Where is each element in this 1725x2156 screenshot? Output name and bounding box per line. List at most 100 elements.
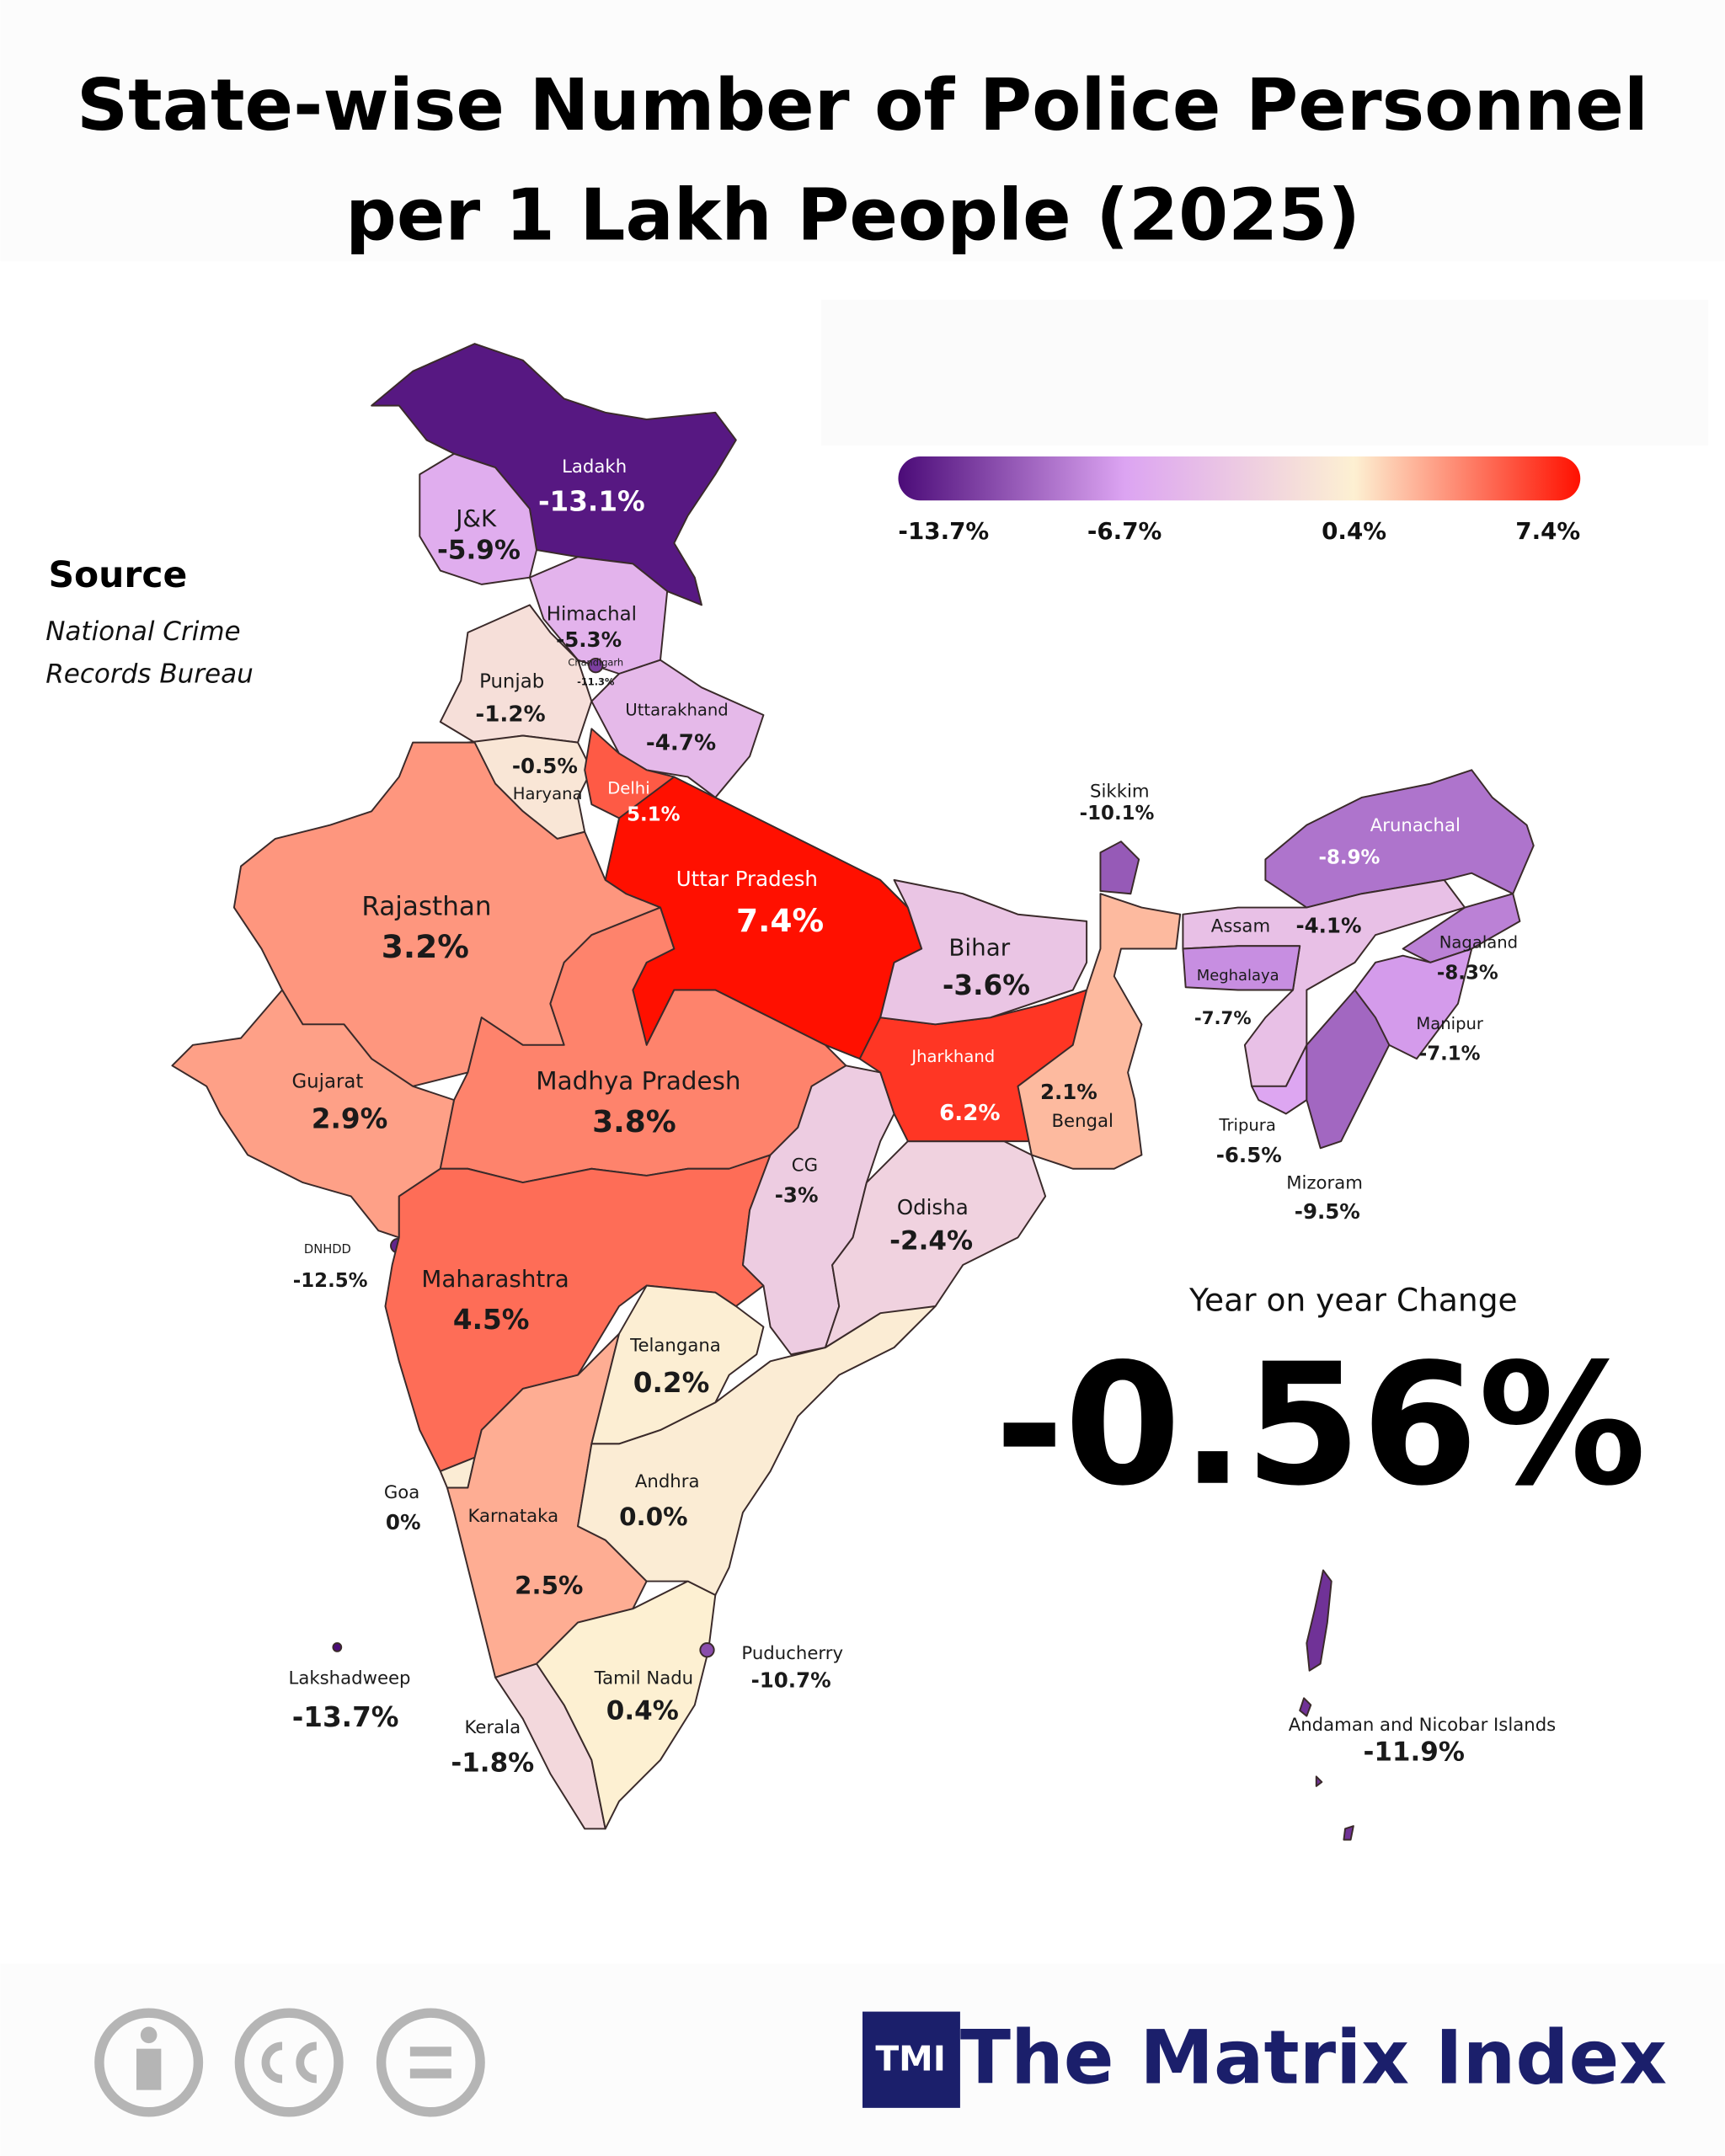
region-value: 0.0%	[619, 1502, 687, 1531]
region-name: Haryana	[513, 784, 583, 803]
region	[1099, 841, 1140, 895]
region-name: Arunachal	[1370, 815, 1461, 836]
region-value: -3.6%	[943, 969, 1030, 1001]
region-value: -11.9%	[1363, 1737, 1464, 1768]
brand-name: The Matrix Index	[960, 2014, 1667, 2100]
region-value: 3.8%	[592, 1105, 676, 1139]
region-value: -8.9%	[1319, 846, 1381, 868]
colorbar-tick-label: -13.7%	[898, 517, 989, 545]
region	[590, 1284, 765, 1445]
region-name: Manipur	[1416, 1014, 1484, 1033]
region-name: Himachal	[547, 603, 637, 625]
region-name: Madhya Pradesh	[536, 1066, 740, 1095]
region	[588, 658, 604, 674]
region-value: -13.7%	[292, 1701, 399, 1733]
region-value: -5.9%	[437, 536, 521, 566]
region-value: -8.3%	[1437, 962, 1498, 984]
region-name: Rajasthan	[361, 892, 491, 922]
source-text: Records Bureau	[45, 659, 254, 690]
region-value: 0%	[386, 1510, 421, 1534]
region-name: Kerala	[465, 1717, 521, 1738]
region-value: -10.1%	[1080, 803, 1155, 825]
region-value: 3.2%	[382, 928, 469, 965]
region-name: Delhi	[607, 779, 649, 798]
region-name: Gujarat	[291, 1070, 363, 1092]
region-value: 2.1%	[1040, 1080, 1097, 1104]
region-name: DNHDD	[304, 1242, 351, 1257]
region-value: 6.2%	[939, 1101, 1000, 1126]
region-name: Uttar Pradesh	[676, 867, 818, 891]
summary-label: Year on year Change	[1188, 1282, 1518, 1319]
region	[1182, 945, 1301, 991]
region-value: -6.5%	[1216, 1143, 1282, 1167]
region-value: 7.4%	[736, 902, 824, 939]
region	[1299, 1569, 1354, 1841]
brand-logo-text: TMI	[875, 2038, 946, 2079]
region-name: Tamil Nadu	[594, 1668, 693, 1689]
panel	[821, 299, 1709, 446]
region-value: 4.5%	[453, 1304, 530, 1336]
colorbar	[898, 456, 1581, 501]
source-heading: Source	[48, 555, 187, 596]
region-name: Tripura	[1218, 1116, 1275, 1135]
region-value: 2.5%	[515, 1572, 583, 1600]
region	[1017, 893, 1182, 1170]
region	[699, 1642, 715, 1658]
region-name: Meghalaya	[1197, 967, 1279, 985]
region-name: Chandigarh	[568, 656, 623, 668]
region-value: 0.4%	[606, 1696, 679, 1726]
region-name: Sikkim	[1090, 781, 1150, 802]
region-name: Goa	[384, 1482, 419, 1503]
region-name: Telangana	[629, 1335, 721, 1356]
summary-value: -0.56%	[995, 1327, 1647, 1523]
region-value: -7.1%	[1419, 1043, 1481, 1065]
colorbar-tick-label: 0.4%	[1322, 517, 1386, 545]
region	[1306, 989, 1391, 1150]
region-value: 5.1%	[627, 804, 680, 826]
region-value: -9.5%	[1295, 1199, 1360, 1224]
region-name: Bengal	[1052, 1111, 1114, 1132]
colorbar-tick-label: -6.7%	[1087, 517, 1162, 545]
region-value: -4.7%	[646, 731, 716, 756]
region-name: Nagaland	[1439, 932, 1518, 952]
region-name: Andaman and Nicobar Islands	[1289, 1715, 1557, 1736]
region-name: Punjab	[479, 670, 544, 692]
region	[536, 1580, 717, 1830]
region-value: -7.7%	[1194, 1008, 1252, 1029]
region-name: Karnataka	[468, 1506, 559, 1527]
region-value: -2.4%	[889, 1225, 973, 1256]
map-labels: Ladakh -13.1% J&K -5.9% Himachal-5.3% Chandig…	[289, 456, 1557, 1779]
region-value: -10.7%	[751, 1668, 831, 1693]
icon-nd	[376, 2008, 485, 2117]
region-name: Bihar	[948, 934, 1010, 962]
region-value: -13.1%	[538, 486, 645, 518]
region-value: 2.9%	[312, 1103, 388, 1135]
title-line: per 1 Lakh People (2025)	[345, 174, 1360, 258]
region-name: Jharkhand	[910, 1047, 995, 1066]
region-name: Assam	[1211, 915, 1270, 937]
region-name: Ladakh	[562, 456, 627, 478]
region-name: Andhra	[635, 1471, 700, 1492]
region-value: -3%	[775, 1182, 819, 1207]
license-icons	[94, 2008, 485, 2117]
region	[419, 452, 538, 585]
region-name: Puducherry	[741, 1643, 843, 1664]
region-value: -5.3%	[556, 627, 622, 652]
region-name: J&K	[454, 504, 497, 532]
region-name: Odisha	[897, 1195, 969, 1219]
region-name: Lakshadweep	[289, 1668, 411, 1689]
region-value: 0.2%	[633, 1367, 710, 1399]
icon-detail	[140, 2026, 158, 2044]
region-value: -0.5%	[512, 754, 578, 778]
region-name: Maharashtra	[421, 1265, 569, 1293]
region-name: Uttarakhand	[625, 701, 728, 720]
icon-detail	[261, 2041, 318, 2084]
icon-cc	[234, 2008, 344, 2117]
region-value: -11.3%	[577, 675, 615, 687]
colorbar-tick-label: 7.4%	[1515, 517, 1580, 545]
icon-detail	[136, 2048, 162, 2090]
region-value: -1.8%	[451, 1748, 534, 1779]
title-line: State-wise Number of Police Personnel	[77, 64, 1648, 147]
